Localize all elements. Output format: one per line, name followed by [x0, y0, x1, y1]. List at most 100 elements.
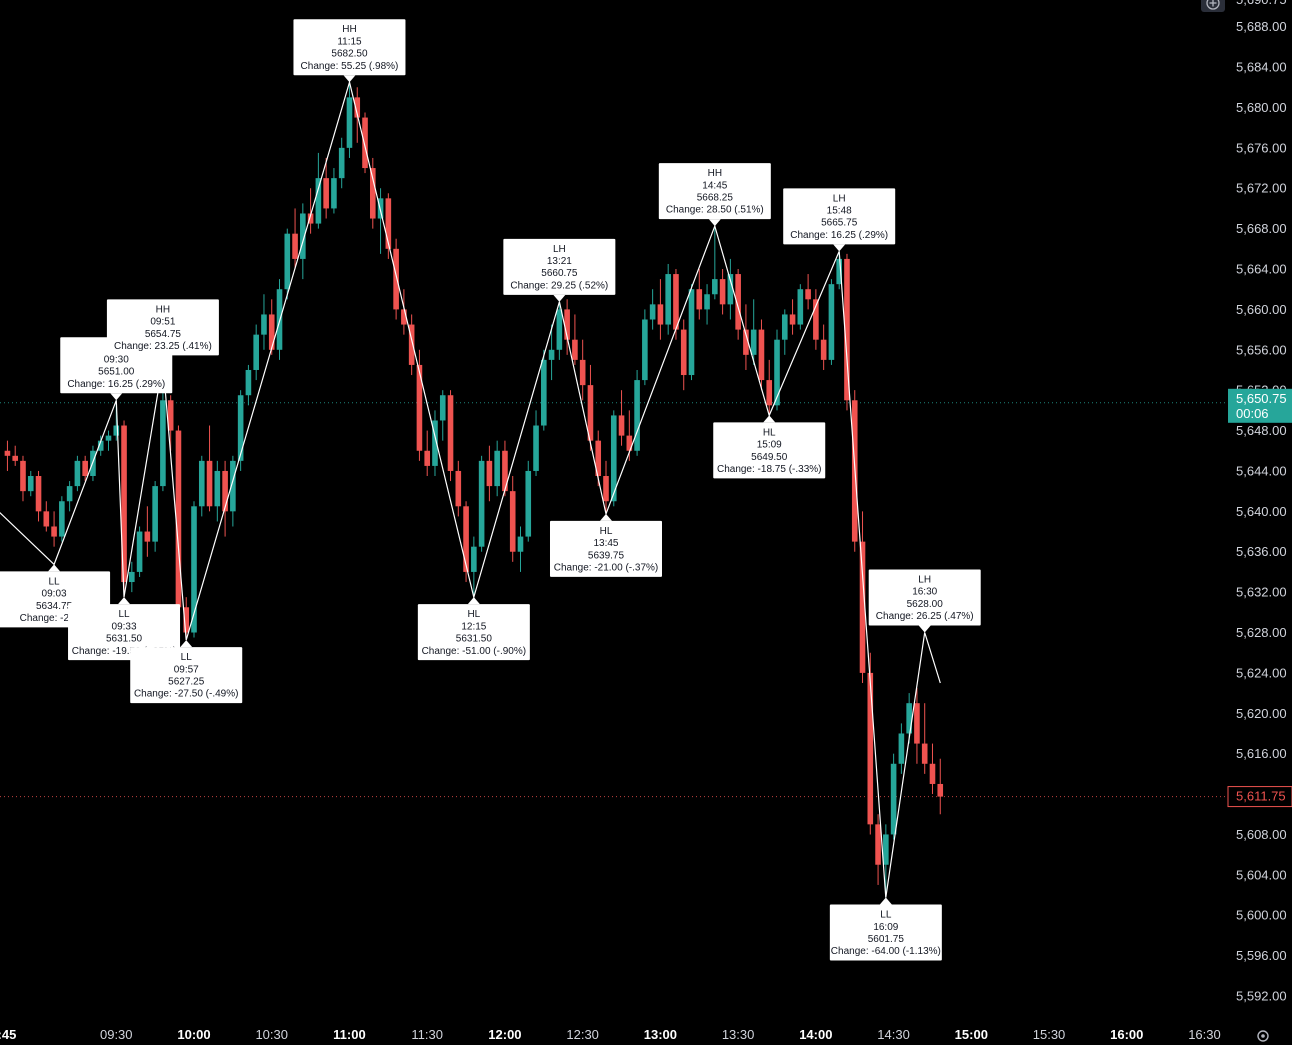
- pivot-time: 09:30: [104, 354, 129, 365]
- candle-body: [136, 531, 143, 572]
- candle: [525, 460, 532, 542]
- pivot-type: HH: [342, 24, 356, 35]
- pivot-price: 5631.50: [106, 634, 143, 645]
- zigzag-layer: [0, 79, 941, 898]
- candle: [369, 157, 376, 229]
- candle: [533, 410, 539, 477]
- candle: [517, 526, 524, 572]
- pivot-type: LL: [118, 609, 130, 620]
- candle: [183, 597, 190, 641]
- candle: [59, 496, 65, 542]
- time-axis-label: 09:30: [100, 1027, 133, 1042]
- time-axis-label: 10:30: [255, 1027, 288, 1042]
- candle: [307, 188, 314, 234]
- pivot-pointer: [833, 244, 846, 252]
- pivot-type: LL: [880, 910, 892, 921]
- add-button[interactable]: [1201, 0, 1225, 12]
- candle-body: [836, 258, 843, 285]
- candle-body: [253, 334, 259, 370]
- candle: [797, 284, 804, 330]
- candle: [261, 294, 267, 350]
- candle-body: [541, 359, 547, 426]
- candle: [750, 299, 757, 365]
- candle-body: [230, 460, 236, 512]
- price-axis-label: 5,676.00: [1236, 140, 1287, 155]
- candle-body: [883, 834, 889, 865]
- pivot-type: HH: [708, 168, 722, 179]
- candle-body: [502, 450, 508, 492]
- candle: [727, 258, 734, 320]
- candle-body: [97, 440, 104, 451]
- pivot-time: 14:45: [702, 180, 727, 191]
- candle: [97, 435, 104, 456]
- price-tag-1: 5,611.75: [1227, 786, 1292, 808]
- candle: [758, 319, 765, 391]
- candle-body: [937, 783, 944, 797]
- price-axis-label: 5,608.00: [1236, 827, 1287, 842]
- candle-body: [564, 309, 570, 340]
- candle: [579, 339, 586, 401]
- time-axis-label: 11:00: [333, 1027, 366, 1042]
- candle-body: [315, 178, 322, 224]
- candle: [424, 430, 431, 477]
- candle: [393, 238, 399, 320]
- candle-body: [66, 486, 73, 502]
- candle-body: [704, 294, 710, 310]
- price-axis-label: 5,664.00: [1236, 262, 1287, 277]
- price-axis[interactable]: 5,592.00 5,596.00 5,600.00 5,604.00 5,608.00…: [1236, 0, 1287, 1004]
- candle: [657, 279, 664, 340]
- candle-body: [424, 450, 431, 466]
- candle-body: [781, 314, 788, 340]
- candle-body: [292, 233, 298, 259]
- candle-body: [906, 703, 912, 734]
- candle-body: [618, 415, 625, 436]
- candle: [844, 253, 850, 411]
- pivot-change: Change: 28.50 (.51%): [666, 205, 764, 216]
- candle-body: [385, 198, 392, 249]
- candle: [649, 289, 656, 330]
- pivot-time: 09:51: [150, 317, 175, 328]
- pivot-change: Change: 26.25 (.47%): [876, 611, 974, 622]
- candle: [781, 309, 788, 355]
- price-axis-label: 5,628.00: [1236, 625, 1287, 640]
- candle-body: [673, 274, 679, 330]
- candle: [828, 279, 835, 365]
- candle: [735, 269, 741, 340]
- zigzag-line: [0, 79, 941, 898]
- candle: [455, 460, 462, 517]
- candle: [502, 440, 508, 497]
- pivot-change: Change: -27.50 (-.49%): [134, 689, 239, 700]
- price-axis-label: 5,680.00: [1236, 100, 1287, 115]
- candle-body: [735, 274, 741, 330]
- candle: [914, 688, 920, 764]
- price-axis-label: 5,636.00: [1236, 544, 1287, 559]
- pivot-box: [417, 604, 530, 661]
- price-axis-label: 5,648.00: [1236, 423, 1287, 438]
- settings-button[interactable]: [1257, 1030, 1269, 1042]
- candle-body: [416, 364, 423, 451]
- candle-body: [898, 733, 905, 764]
- time-axis-label: 08:45: [0, 1027, 16, 1042]
- pivot-change: Change: 29.25 (.52%): [510, 280, 608, 291]
- candle-body: [657, 304, 664, 325]
- pivot-price: 5651.00: [98, 367, 135, 378]
- candle-body: [533, 425, 539, 471]
- pivot-time: 15:09: [757, 440, 782, 451]
- candle: [494, 440, 500, 497]
- candle: [642, 309, 648, 386]
- candle: [51, 511, 57, 547]
- pivot-price: 5639.75: [588, 550, 625, 561]
- candle-body: [587, 385, 594, 441]
- time-axis[interactable]: '2508:4509:3010:0010:3011:0011:3012:0012…: [0, 1027, 1221, 1042]
- candle: [4, 440, 11, 471]
- candle: [572, 314, 578, 365]
- price-axis-label: 5,604.00: [1236, 867, 1287, 882]
- candle: [136, 526, 143, 577]
- candle: [789, 299, 796, 335]
- pivot-change: Change: -18.75 (-.33%): [717, 464, 822, 475]
- candle: [416, 349, 423, 461]
- candle-body: [121, 425, 127, 583]
- candle: [463, 501, 469, 583]
- candle: [167, 395, 174, 451]
